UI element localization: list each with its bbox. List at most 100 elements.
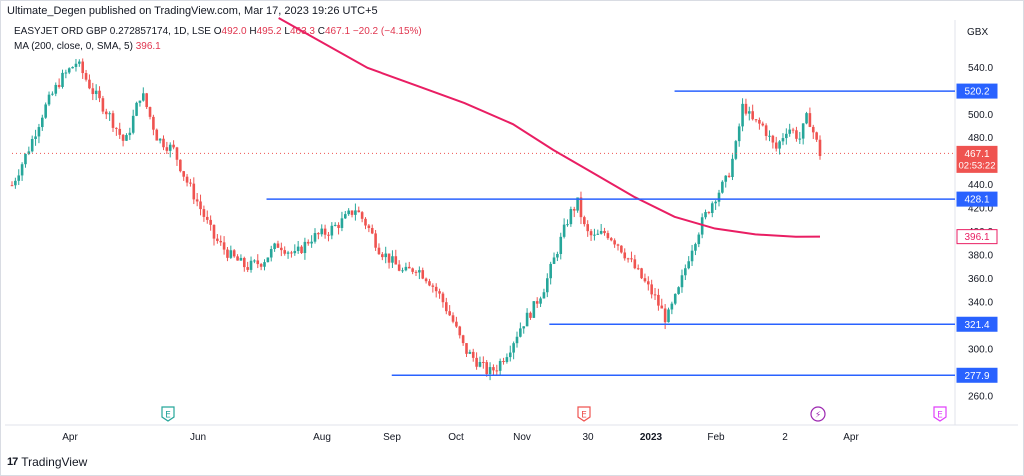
candle-body [192,183,196,200]
ma-legend: MA (200, close, 0, SMA, 5) 396.1 [14,41,161,52]
candle-body [330,225,334,236]
countdown-label: 02:53:22 [959,160,996,171]
candle-body [290,252,293,254]
candle-body [569,209,573,225]
candle-body [195,199,199,202]
candle-body [579,197,583,218]
x-tick-label: 30 [582,432,594,443]
candle-body [556,254,559,258]
price-label-box [956,229,998,245]
candle-body [552,257,556,264]
candle-body [471,351,475,358]
candle-body [485,362,488,375]
candle-body [441,293,445,303]
candle-body [606,233,610,239]
candle-body [179,159,182,172]
candle-body [111,113,115,128]
candle-body [108,113,111,115]
candle-body [17,175,21,181]
candle-body [239,257,243,261]
candle-body [24,153,27,165]
candle-body [697,234,701,245]
candle-body [717,192,721,202]
candle-body [269,249,273,258]
candle-body [397,264,401,271]
candle-body [57,84,61,87]
candle-body [303,241,307,254]
candle-body [788,129,791,134]
candle-body [478,361,482,367]
candle-body [667,309,670,323]
high-label: H [249,26,257,37]
candle-body [71,66,74,69]
candle-body [14,180,17,186]
candle-body [340,218,344,228]
ma-text[interactable]: MA (200, close, 0, SMA, 5) [14,41,133,52]
candle-body [818,139,822,156]
candle-body [519,328,522,337]
candle-body [125,135,128,141]
price-label: 321.4 [964,320,989,331]
candle-body [609,238,613,241]
x-tick-label: Apr [62,432,78,443]
event-marker-label: ⚡ [815,411,821,421]
symbol-text[interactable]: EASYJET ORD GBP 0.272857174, 1D, LSE [14,26,211,37]
candle-body [774,142,778,149]
candle-body [142,93,145,101]
candle-body [778,141,781,149]
candle-body [636,268,640,270]
candle-body [647,281,650,285]
publisher-line: Ultimate_Degen published on TradingView.… [7,5,378,17]
candle-body [226,249,229,258]
candle-body [182,171,185,177]
candle-body [357,210,361,213]
candle-body [54,84,58,94]
candle-body [411,268,414,272]
candle-body [347,210,350,215]
candle-body [374,233,377,248]
candle-body [798,138,802,140]
candle-body [44,104,47,118]
candle-body [381,254,384,258]
candle-body [512,343,515,353]
candle-body [84,73,88,80]
candle-body [700,217,704,235]
candle-body [350,210,354,215]
candle-body [741,103,744,127]
candle-body [764,125,768,136]
candle-body [333,224,337,226]
candle-body [808,113,812,127]
candle-body [418,270,421,273]
candle-body [152,116,155,130]
candle-body [306,241,310,244]
x-tick-label: Apr [843,432,859,443]
y-tick-label: 440.0 [968,180,993,191]
candle-body [81,61,84,74]
candle-body [404,266,408,271]
candle-body [576,197,579,211]
candle-body [468,351,472,354]
price-label: 520.2 [964,87,989,98]
earnings-event-icon [161,406,175,422]
candle-body [162,138,165,148]
price-label-box [956,367,998,383]
candle-body [653,294,657,296]
candle-body [583,217,586,225]
candle-body [118,128,122,135]
x-tick-label: Oct [448,432,464,443]
candle-body [498,361,502,371]
y-tick-label: 260.0 [968,391,993,402]
candle-body [229,250,233,258]
candle-body [488,367,492,375]
candle-body [495,370,499,372]
close-value: 467.1 [325,26,351,37]
candle-body [690,250,694,262]
candle-body [394,256,398,265]
candle-body [670,303,674,310]
candle-body [731,158,734,178]
candle-body [596,233,600,235]
candle-body [101,98,105,112]
candle-body [30,138,34,152]
candle-body [74,63,78,67]
